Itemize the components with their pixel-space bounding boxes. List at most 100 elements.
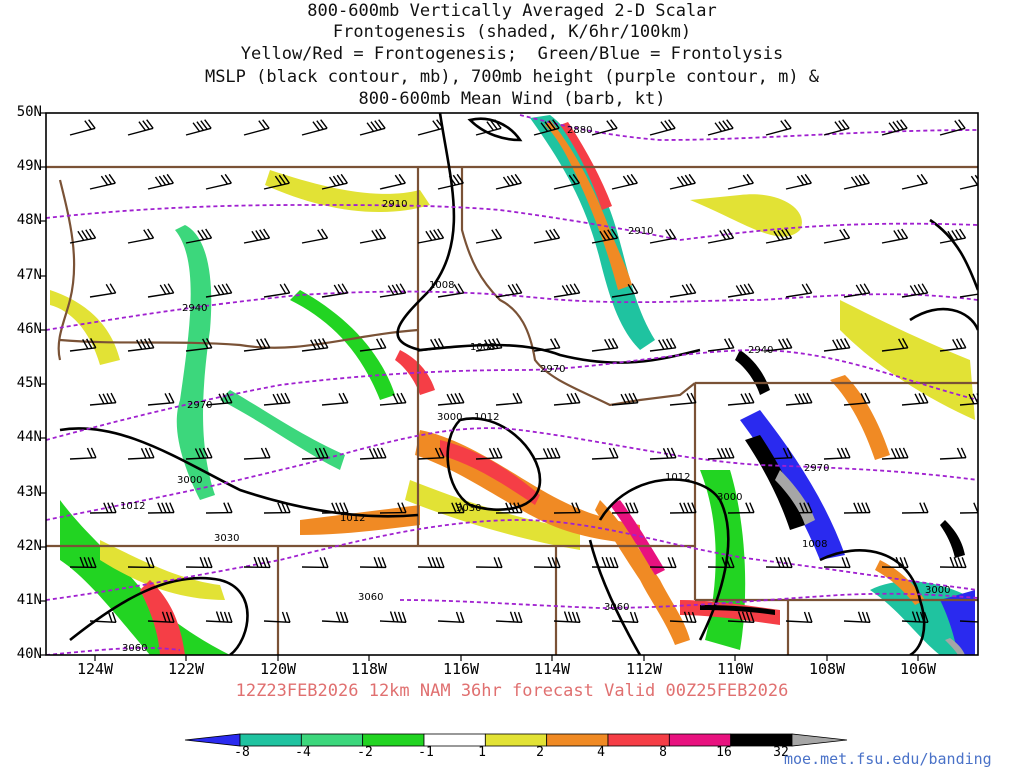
wind-barb bbox=[707, 119, 734, 136]
mslp-label: 1012 bbox=[474, 412, 499, 423]
height-label: 3060 bbox=[604, 602, 629, 613]
wind-barb bbox=[611, 502, 639, 514]
wind-barb bbox=[901, 173, 928, 190]
colorbar-label: -1 bbox=[418, 745, 434, 760]
wind-barb bbox=[321, 502, 349, 514]
wind-barb bbox=[959, 174, 978, 190]
wind-barb bbox=[533, 556, 561, 569]
wind-barb bbox=[959, 283, 978, 298]
height-label: 3000 bbox=[925, 585, 950, 596]
height-label: 3030 bbox=[456, 503, 481, 514]
wind-barb bbox=[417, 447, 445, 460]
wind-barb bbox=[611, 173, 638, 190]
wind-barb bbox=[243, 556, 271, 569]
wind-barb bbox=[495, 611, 523, 624]
wind-barb bbox=[437, 502, 465, 514]
lon-label: 120W bbox=[259, 660, 297, 678]
colorbar-label: -2 bbox=[357, 745, 373, 760]
wind-barb bbox=[611, 392, 639, 406]
wind-barb bbox=[591, 228, 619, 244]
wind-barb bbox=[321, 392, 349, 406]
height-contours bbox=[46, 114, 978, 655]
wind-barb bbox=[69, 119, 96, 136]
wind-barb bbox=[901, 502, 929, 514]
wind-barb bbox=[69, 228, 97, 244]
wind-barb bbox=[823, 447, 851, 460]
lon-label: 116W bbox=[442, 660, 480, 678]
height-label: 2970 bbox=[540, 364, 565, 375]
wind-barb bbox=[611, 611, 639, 624]
lat-label: 46N bbox=[16, 321, 42, 337]
colorbar-label: 32 bbox=[773, 745, 789, 760]
wind-barb bbox=[553, 611, 581, 624]
wind-barb bbox=[765, 119, 792, 136]
wind-barb bbox=[417, 556, 445, 569]
height-label: 2940 bbox=[748, 345, 773, 356]
wind-barb bbox=[89, 173, 116, 190]
height-label: 3060 bbox=[358, 592, 383, 603]
wind-barb bbox=[147, 392, 175, 406]
wind-barb bbox=[127, 557, 155, 569]
wind-barb bbox=[727, 502, 755, 514]
wind-barb bbox=[553, 392, 581, 406]
wind-barb bbox=[301, 447, 329, 460]
wind-barbs bbox=[69, 119, 978, 624]
wind-barb bbox=[437, 173, 464, 190]
wind-barb bbox=[707, 556, 735, 569]
colorbar-label: 2 bbox=[536, 745, 544, 760]
wind-barb bbox=[881, 228, 909, 244]
wind-barb bbox=[185, 447, 213, 460]
title-line-2: Frontogenesis (shaded, K/6hr/100km) bbox=[332, 22, 692, 42]
colorbar bbox=[184, 733, 848, 747]
wind-barb bbox=[669, 173, 696, 190]
wind-barb bbox=[881, 556, 909, 569]
lon-label: 114W bbox=[533, 660, 571, 678]
wind-barb bbox=[205, 173, 232, 190]
wind-barb bbox=[727, 392, 755, 406]
wind-barb bbox=[321, 283, 349, 298]
wind-barb bbox=[379, 173, 406, 190]
wind-barb bbox=[185, 119, 212, 136]
wind-barb bbox=[707, 228, 735, 244]
wind-barb bbox=[901, 283, 929, 298]
wind-barb bbox=[205, 611, 233, 624]
wind-barb bbox=[437, 283, 465, 298]
wind-barb bbox=[89, 283, 117, 298]
wind-barb bbox=[785, 502, 813, 514]
wind-barb bbox=[649, 557, 677, 569]
wind-barb bbox=[823, 338, 851, 352]
wind-barb bbox=[475, 447, 503, 460]
wind-barb bbox=[959, 611, 978, 624]
wind-barb bbox=[243, 228, 271, 244]
wind-barb bbox=[669, 283, 697, 298]
wind-barb bbox=[205, 502, 233, 514]
wind-barb bbox=[611, 283, 639, 298]
wind-barb bbox=[881, 338, 909, 352]
wind-barb bbox=[417, 338, 445, 352]
wind-barb bbox=[359, 228, 387, 244]
lat-label: 40N bbox=[16, 646, 42, 662]
height-label: 2970 bbox=[187, 400, 212, 411]
height-label: 3060 bbox=[122, 643, 147, 654]
height-label: 2970 bbox=[804, 463, 829, 474]
lat-label: 41N bbox=[16, 592, 42, 608]
colorbar-label: 1 bbox=[478, 745, 486, 760]
lat-label: 47N bbox=[16, 267, 42, 283]
contour-label-layer: 2880 2910 2910 2940 2940 2970 2970 2970 … bbox=[120, 125, 950, 654]
mslp-label: 1008 bbox=[470, 342, 495, 353]
colorbar-label: 16 bbox=[716, 745, 732, 760]
wind-barb bbox=[765, 447, 793, 460]
wind-barb bbox=[649, 338, 677, 352]
wind-barb bbox=[591, 338, 619, 352]
height-label: 3000 bbox=[717, 492, 742, 503]
source-url[interactable]: moe.met.fsu.edu/banding bbox=[784, 750, 992, 768]
colorbar-label: -8 bbox=[234, 745, 250, 760]
wind-barb bbox=[649, 447, 677, 460]
wind-barb bbox=[475, 338, 503, 352]
wind-barb bbox=[127, 119, 154, 136]
wind-barb bbox=[881, 119, 908, 136]
wind-barb bbox=[127, 228, 155, 244]
lat-label: 45N bbox=[16, 375, 42, 391]
height-label: 3030 bbox=[214, 533, 239, 544]
wind-barb bbox=[591, 447, 619, 460]
